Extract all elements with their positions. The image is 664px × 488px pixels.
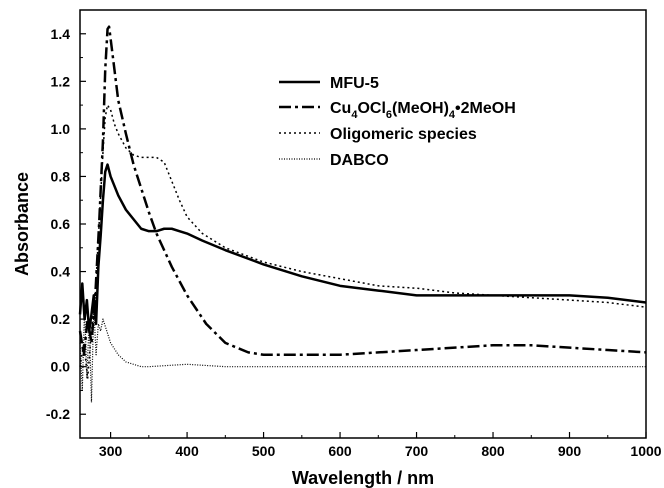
series-line-0 <box>78 163 647 333</box>
y-tick-label: 1.2 <box>51 73 71 89</box>
series-line-3 <box>79 306 646 403</box>
y-tick-label: 0.8 <box>51 168 71 184</box>
y-tick-label: 0.2 <box>51 311 71 327</box>
y-tick-label: -0.2 <box>46 406 70 422</box>
series-line-1 <box>78 25 647 357</box>
x-tick-label: 400 <box>175 443 199 459</box>
x-tick-label: 300 <box>99 443 123 459</box>
legend-item-label: DABCO <box>330 152 389 169</box>
legend-item-label: Oligomeric species <box>330 126 477 143</box>
x-axis-title: Wavelength / nm <box>292 468 434 488</box>
y-tick-label: 0.0 <box>51 359 71 375</box>
legend-text-part: Oligomeric species <box>330 126 477 143</box>
x-tick-label: 800 <box>481 443 505 459</box>
legend-text-part: •2MeOH <box>455 100 516 117</box>
x-tick-label: 900 <box>558 443 582 459</box>
legend-subscript: 6 <box>386 109 392 121</box>
legend-item-label: MFU-5 <box>330 75 379 92</box>
legend-text-part: Cu <box>330 100 351 117</box>
series-line-2 <box>79 104 647 380</box>
legend-subscript: 4 <box>449 109 456 121</box>
legend-subscript: 4 <box>351 109 358 121</box>
x-tick-label: 1000 <box>630 443 661 459</box>
legend-text-part: DABCO <box>330 152 389 169</box>
legend-item-label: Cu4OCl6(MeOH)4•2MeOH <box>330 100 516 121</box>
legend-text-part: OCl <box>357 100 385 117</box>
y-tick-label: 0.4 <box>51 264 71 280</box>
y-tick-label: 1.4 <box>51 26 71 42</box>
legend-text-part: (MeOH) <box>392 100 449 117</box>
x-tick-label: 700 <box>405 443 429 459</box>
y-tick-label: 0.6 <box>51 216 71 232</box>
x-tick-label: 500 <box>252 443 276 459</box>
x-tick-label: 600 <box>328 443 352 459</box>
y-axis-title: Absorbance <box>12 172 32 276</box>
y-tick-label: 1.0 <box>51 121 71 137</box>
legend-text-part: MFU-5 <box>330 75 379 92</box>
